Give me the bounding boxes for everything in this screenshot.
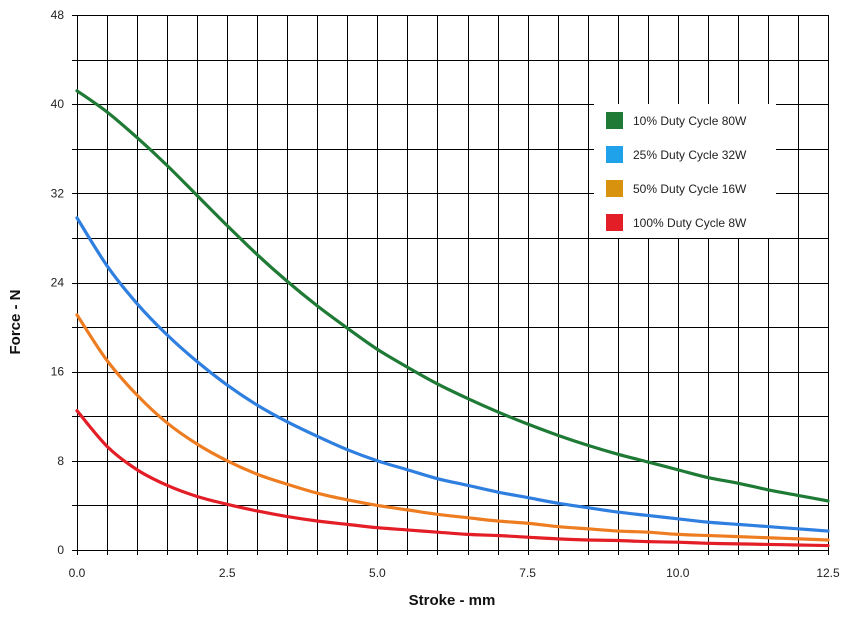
legend-label: 100% Duty Cycle 8W — [633, 216, 747, 230]
series-line-4 — [75, 409, 830, 548]
tick-labels: 0 8 16 24 32 40 48 0.0 2.5 5.0 7.5 10.0 12.5 — [51, 8, 840, 580]
legend-label: 10% Duty Cycle 80W — [633, 114, 747, 128]
series-line-2 — [75, 216, 830, 533]
y-tick-label: 40 — [51, 97, 65, 111]
legend-label: 25% Duty Cycle 32W — [633, 148, 747, 162]
x-tick-label: 10.0 — [666, 566, 690, 580]
x-tick-label: 2.5 — [219, 566, 236, 580]
legend-item: 10% Duty Cycle 80W — [606, 112, 747, 129]
x-tick-label: 12.5 — [816, 566, 840, 580]
x-tick-label: 7.5 — [519, 566, 536, 580]
series-line-3 — [75, 313, 830, 542]
series-lines — [75, 89, 830, 548]
grid — [72, 15, 829, 555]
legend-box — [594, 104, 776, 238]
y-tick-label: 16 — [51, 365, 65, 379]
y-axis-title: Force - N — [7, 289, 24, 354]
legend-item: 25% Duty Cycle 32W — [606, 146, 747, 163]
y-tick-label: 24 — [51, 276, 65, 290]
legend-swatch — [606, 112, 623, 129]
x-tick-label: 0.0 — [69, 566, 86, 580]
y-tick-label: 48 — [51, 8, 65, 22]
legend-swatch — [606, 146, 623, 163]
series-line-1 — [75, 89, 830, 503]
x-tick-label: 5.0 — [369, 566, 386, 580]
x-axis-title: Stroke - mm — [409, 592, 496, 609]
legend-swatch — [606, 214, 623, 231]
legend-label: 50% Duty Cycle 16W — [633, 182, 747, 196]
legend-swatch — [606, 180, 623, 197]
legend-item: 50% Duty Cycle 16W — [606, 180, 747, 197]
legend: 10% Duty Cycle 80W 25% Duty Cycle 32W 50… — [594, 104, 776, 238]
legend-item: 100% Duty Cycle 8W — [606, 214, 747, 231]
y-tick-label: 0 — [57, 543, 64, 557]
y-tick-label: 32 — [51, 186, 65, 200]
y-tick-label: 8 — [57, 454, 64, 468]
